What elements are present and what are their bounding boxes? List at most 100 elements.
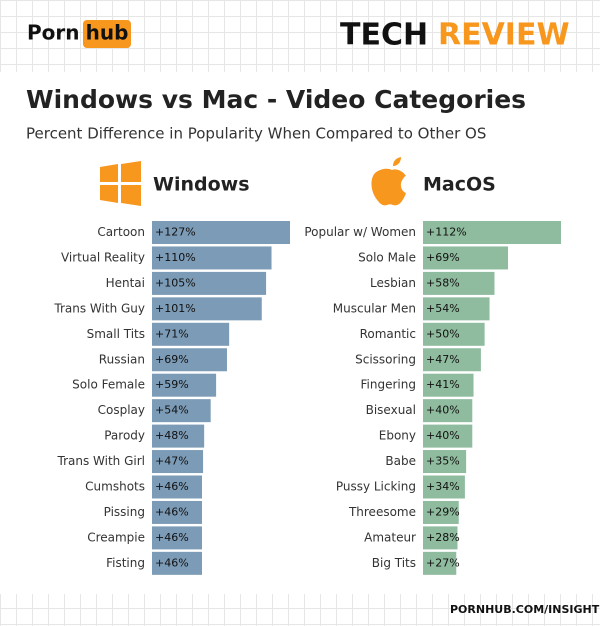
category-label: Scissoring — [355, 352, 416, 366]
category-label: Solo Female — [72, 378, 145, 392]
value-label: +48% — [155, 429, 189, 442]
value-label: +54% — [155, 404, 189, 417]
value-label: +54% — [426, 302, 460, 315]
apple-logo — [371, 157, 406, 206]
bar — [423, 500, 459, 524]
content-panel — [0, 72, 600, 594]
category-label: Pussy Licking — [336, 480, 416, 494]
footer: PORNHUB.COM/INSIGHTS — [450, 603, 600, 616]
bar — [423, 271, 495, 295]
category-label: Trans With Guy — [53, 301, 145, 315]
bar — [423, 348, 481, 372]
category-label: Popular w/ Women — [304, 225, 416, 239]
bar — [152, 297, 262, 321]
bar — [152, 322, 230, 346]
panel-title: MacOS — [423, 174, 496, 196]
value-label: +50% — [426, 327, 460, 340]
logo-left: Porn — [27, 21, 80, 45]
category-label: Fisting — [106, 556, 145, 570]
bar — [152, 373, 217, 397]
category-label: Fingering — [361, 378, 416, 392]
windows-logo — [100, 161, 141, 206]
value-label: +105% — [155, 276, 196, 289]
value-label: +71% — [155, 327, 189, 340]
category-label: Big Tits — [372, 556, 416, 570]
value-label: +27% — [426, 556, 460, 569]
bar — [152, 475, 202, 499]
value-label: +110% — [155, 251, 196, 264]
category-label: Small Tits — [87, 327, 145, 341]
value-label: +41% — [426, 378, 460, 391]
bar — [152, 424, 205, 448]
category-label: Romantic — [360, 327, 416, 341]
value-label: +112% — [426, 226, 467, 239]
brand-left: TECH — [340, 18, 428, 53]
bar — [423, 526, 458, 550]
value-label: +69% — [426, 251, 460, 264]
category-label: Amateur — [364, 530, 416, 544]
category-label: Solo Male — [358, 250, 416, 264]
value-label: +35% — [426, 455, 460, 468]
bar — [423, 373, 474, 397]
bar — [423, 246, 509, 270]
value-label: +46% — [155, 505, 189, 518]
logo-box — [83, 20, 131, 48]
value-label: +69% — [155, 353, 189, 366]
value-label: +101% — [155, 302, 196, 315]
bar — [423, 322, 485, 346]
panel-title: Windows — [153, 174, 250, 196]
category-label: Pissing — [104, 505, 145, 519]
value-label: +40% — [426, 404, 460, 417]
category-label: Trans With Girl — [57, 454, 146, 468]
category-label: Muscular Men — [333, 301, 416, 315]
bar — [152, 221, 290, 244]
value-label: +46% — [155, 480, 189, 493]
bar — [152, 500, 202, 524]
category-label: Threesome — [348, 505, 416, 519]
value-label: +47% — [155, 455, 189, 468]
bar — [423, 450, 467, 474]
bar — [152, 450, 204, 474]
bar — [423, 297, 490, 321]
bar — [152, 348, 227, 372]
bar — [423, 424, 473, 448]
bar — [152, 551, 202, 575]
value-label: +46% — [155, 531, 189, 544]
value-label: +40% — [426, 429, 460, 442]
bar — [152, 271, 267, 295]
value-label: +34% — [426, 480, 460, 493]
category-label: Cosplay — [98, 403, 145, 417]
category-label: Lesbian — [370, 276, 416, 290]
category-label: Ebony — [379, 429, 416, 443]
category-label: Hentai — [106, 276, 145, 290]
value-label: +28% — [426, 531, 460, 544]
value-label: +59% — [155, 378, 189, 391]
bar — [423, 221, 561, 244]
value-label: +29% — [426, 505, 460, 518]
category-label: Cumshots — [85, 480, 145, 494]
category-label: Parody — [104, 429, 145, 443]
category-label: Bisexual — [366, 403, 416, 417]
bar — [423, 551, 457, 575]
category-label: Creampie — [87, 530, 145, 544]
bar — [423, 475, 465, 499]
category-label: Virtual Reality — [61, 250, 145, 264]
category-label: Russian — [99, 352, 145, 366]
value-label: +127% — [155, 226, 196, 239]
value-label: +47% — [426, 353, 460, 366]
category-label: Cartoon — [97, 225, 145, 239]
title: Windows vs Mac - Video Categories — [26, 85, 526, 114]
bar — [152, 399, 211, 423]
brand-right: REVIEW — [438, 18, 570, 53]
bar — [423, 399, 473, 423]
bar — [152, 526, 202, 550]
value-label: +58% — [426, 276, 460, 289]
value-label: +46% — [155, 556, 189, 569]
category-label: Babe — [385, 454, 416, 468]
bar — [152, 246, 272, 270]
logo-right: hub — [86, 21, 129, 45]
subtitle: Percent Difference in Popularity When Co… — [26, 125, 486, 143]
